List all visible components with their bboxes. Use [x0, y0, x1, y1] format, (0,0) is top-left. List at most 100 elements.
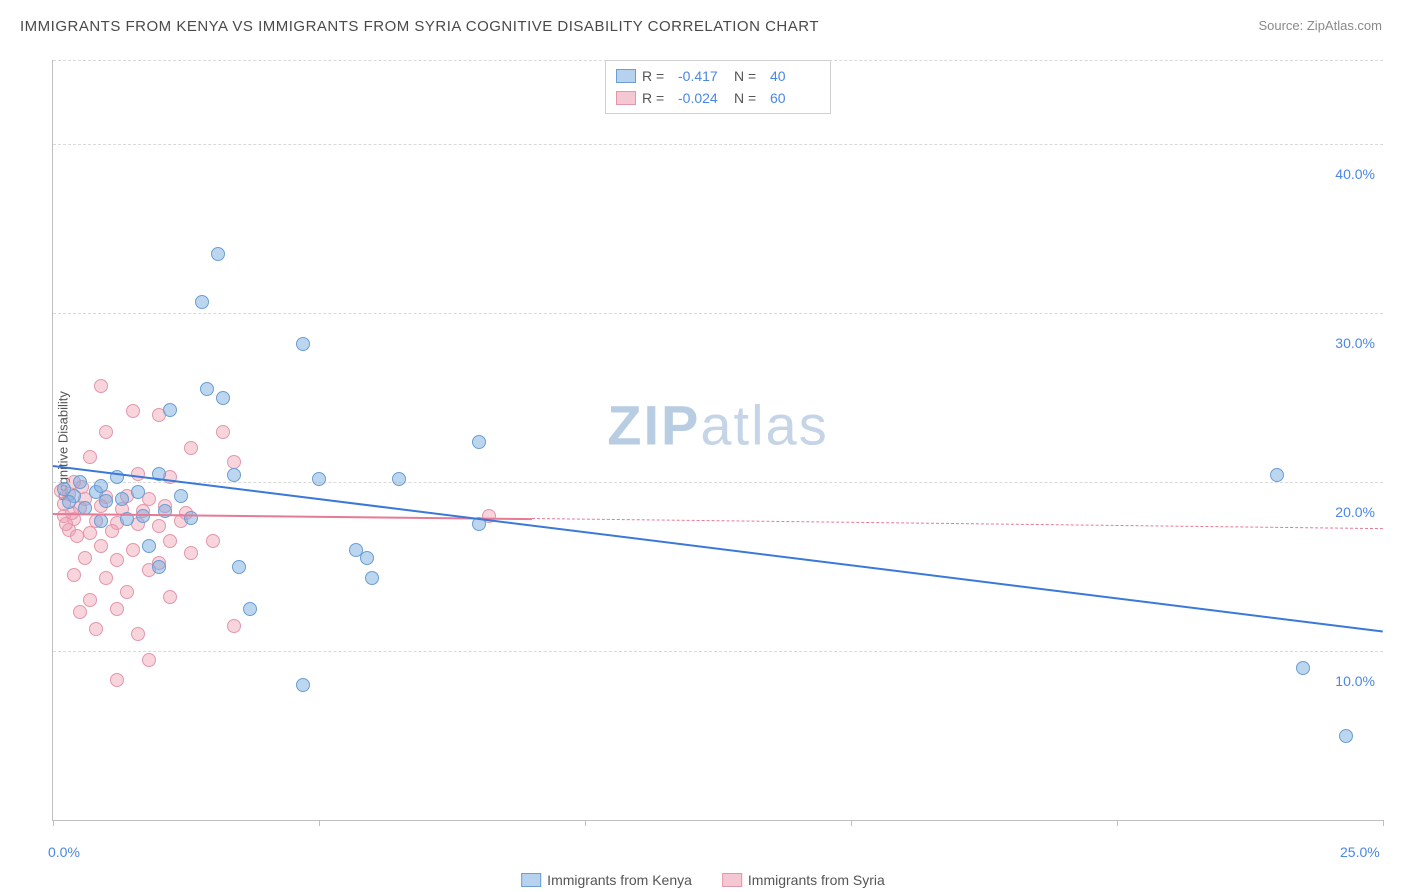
y-tick-label: 10.0% [1335, 673, 1375, 689]
x-tick [319, 820, 320, 826]
scatter-point [152, 560, 166, 574]
scatter-point [67, 568, 81, 582]
scatter-point [131, 467, 145, 481]
scatter-point [163, 590, 177, 604]
scatter-point [211, 247, 225, 261]
scatter-point [73, 605, 87, 619]
scatter-point [94, 479, 108, 493]
scatter-point [360, 551, 374, 565]
scatter-point [227, 619, 241, 633]
source-name: ZipAtlas.com [1307, 18, 1382, 33]
scatter-point [78, 551, 92, 565]
legend-r-label: R = [642, 87, 672, 109]
scatter-point [83, 526, 97, 540]
scatter-point [83, 450, 97, 464]
legend-item-syria: Immigrants from Syria [722, 872, 885, 888]
gridline [53, 313, 1383, 314]
legend-swatch-kenya [616, 69, 636, 83]
watermark: ZIPatlas [607, 392, 828, 457]
scatter-point [120, 585, 134, 599]
legend-stats-row-kenya: R = -0.417 N = 40 [616, 65, 820, 87]
legend-r-kenya: -0.417 [678, 65, 728, 87]
gridline [53, 482, 1383, 483]
scatter-point [57, 482, 71, 496]
scatter-point [1270, 468, 1284, 482]
gridline [53, 651, 1383, 652]
scatter-point [392, 472, 406, 486]
scatter-point [99, 425, 113, 439]
scatter-point [472, 435, 486, 449]
legend-item-kenya: Immigrants from Kenya [521, 872, 692, 888]
scatter-point [216, 425, 230, 439]
scatter-point [216, 391, 230, 405]
scatter-point [163, 403, 177, 417]
y-tick-label: 20.0% [1335, 504, 1375, 520]
legend-n-label: N = [734, 87, 764, 109]
scatter-point [227, 455, 241, 469]
scatter-point [70, 529, 84, 543]
legend-r-label: R = [642, 65, 672, 87]
legend-stats-row-syria: R = -0.024 N = 60 [616, 87, 820, 109]
x-tick-label-max: 25.0% [1340, 844, 1380, 860]
chart-title: IMMIGRANTS FROM KENYA VS IMMIGRANTS FROM… [20, 18, 819, 35]
scatter-point [94, 379, 108, 393]
scatter-point [312, 472, 326, 486]
scatter-point [243, 602, 257, 616]
legend-label-kenya: Immigrants from Kenya [547, 872, 692, 888]
source-label: Source: [1258, 18, 1306, 33]
scatter-point [59, 517, 73, 531]
scatter-point [94, 539, 108, 553]
scatter-point [1339, 729, 1353, 743]
gridline [53, 144, 1383, 145]
scatter-point [232, 560, 246, 574]
scatter-point [184, 546, 198, 560]
scatter-point [206, 534, 220, 548]
plot-area: ZIPatlas R = -0.417 N = 40 R = -0.024 N … [52, 60, 1383, 821]
legend-label-syria: Immigrants from Syria [748, 872, 885, 888]
scatter-point [163, 534, 177, 548]
x-tick [1117, 820, 1118, 826]
scatter-point [1296, 661, 1310, 675]
scatter-point [296, 678, 310, 692]
scatter-point [131, 627, 145, 641]
trend-line-extrapolated [532, 518, 1383, 529]
x-tick [1383, 820, 1384, 826]
scatter-point [62, 495, 76, 509]
scatter-point [89, 622, 103, 636]
y-tick-label: 30.0% [1335, 335, 1375, 351]
legend-n-label: N = [734, 65, 764, 87]
legend-swatch-kenya [521, 873, 541, 887]
x-tick [53, 820, 54, 826]
scatter-point [142, 653, 156, 667]
scatter-point [184, 511, 198, 525]
legend-series: Immigrants from Kenya Immigrants from Sy… [521, 872, 885, 888]
scatter-point [174, 489, 188, 503]
scatter-point [152, 519, 166, 533]
scatter-point [105, 524, 119, 538]
legend-swatch-syria [616, 91, 636, 105]
legend-stats: R = -0.417 N = 40 R = -0.024 N = 60 [605, 60, 831, 114]
y-tick-label: 40.0% [1335, 166, 1375, 182]
scatter-point [99, 494, 113, 508]
legend-n-kenya: 40 [770, 65, 820, 87]
source-attribution: Source: ZipAtlas.com [1258, 18, 1382, 33]
watermark-bold: ZIP [607, 393, 700, 456]
scatter-point [110, 673, 124, 687]
legend-n-syria: 60 [770, 87, 820, 109]
scatter-point [227, 468, 241, 482]
scatter-point [110, 602, 124, 616]
scatter-point [195, 295, 209, 309]
scatter-point [110, 553, 124, 567]
x-tick [585, 820, 586, 826]
scatter-point [99, 571, 113, 585]
scatter-point [296, 337, 310, 351]
watermark-light: atlas [700, 393, 828, 456]
scatter-point [142, 539, 156, 553]
scatter-point [126, 404, 140, 418]
legend-r-syria: -0.024 [678, 87, 728, 109]
scatter-point [365, 571, 379, 585]
scatter-point [126, 543, 140, 557]
scatter-point [131, 485, 145, 499]
scatter-point [200, 382, 214, 396]
x-tick [851, 820, 852, 826]
